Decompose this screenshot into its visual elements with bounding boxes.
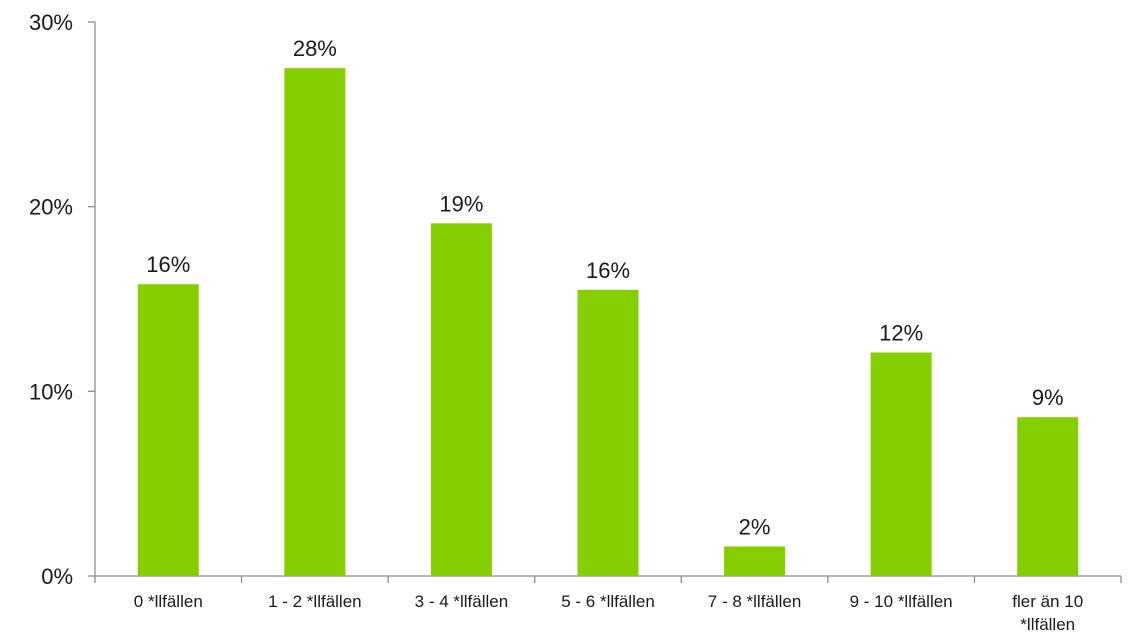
x-category-label: 0 *llfällen	[134, 592, 203, 611]
x-category-label-line: 9 - 10 *llfällen	[850, 592, 953, 611]
y-axis: 0% 10% 20% 30%	[29, 10, 96, 589]
x-category-label-line: 5 - 6 *llfällen	[561, 592, 655, 611]
x-category-label-line: 1 - 2 *llfällen	[268, 592, 362, 611]
bar-value-label: 16%	[586, 258, 630, 283]
bar-value-label: 12%	[879, 321, 923, 346]
x-category-label: fler än 10 *llfällen	[1012, 592, 1083, 634]
x-category-label: 1 - 2 *llfällen	[268, 592, 362, 611]
bar	[577, 289, 639, 576]
x-axis: 0 *llfällen 1 - 2 *llfällen 3 - 4 *llfälle…	[94, 575, 1122, 634]
x-category-label-line: fler än 10	[1012, 592, 1083, 611]
x-category-label: 7 - 8 *llfällen	[708, 592, 802, 611]
bars	[137, 68, 1079, 577]
x-category-label: 3 - 4 *llfällen	[415, 592, 509, 611]
y-tick-label: 20%	[29, 195, 73, 220]
bar-value-label: 2%	[739, 514, 771, 539]
x-category-label: 5 - 6 *llfällen	[561, 592, 655, 611]
bar-value-label: 16%	[146, 252, 190, 277]
bar-value-label: 19%	[439, 191, 483, 216]
bar-value-label: 9%	[1032, 385, 1064, 410]
y-tick-label: 30%	[29, 10, 73, 35]
x-category-label-line: 7 - 8 *llfällen	[708, 592, 802, 611]
bar	[430, 223, 492, 576]
x-category-label-line: 0 *llfällen	[134, 592, 203, 611]
bar	[870, 352, 932, 576]
bar	[724, 546, 786, 576]
y-tick-label: 0%	[41, 564, 73, 589]
bar	[284, 68, 346, 577]
bar	[137, 284, 199, 576]
data-labels: 16% 28% 19% 16% 2% 12% 9%	[146, 36, 1063, 539]
x-category-label-line: *llfällen	[1020, 615, 1075, 634]
x-category-label-line: 3 - 4 *llfällen	[415, 592, 509, 611]
bar	[1017, 417, 1079, 576]
x-category-label: 9 - 10 *llfällen	[850, 592, 953, 611]
y-tick-label: 10%	[29, 379, 73, 404]
bar-value-label: 28%	[293, 36, 337, 61]
